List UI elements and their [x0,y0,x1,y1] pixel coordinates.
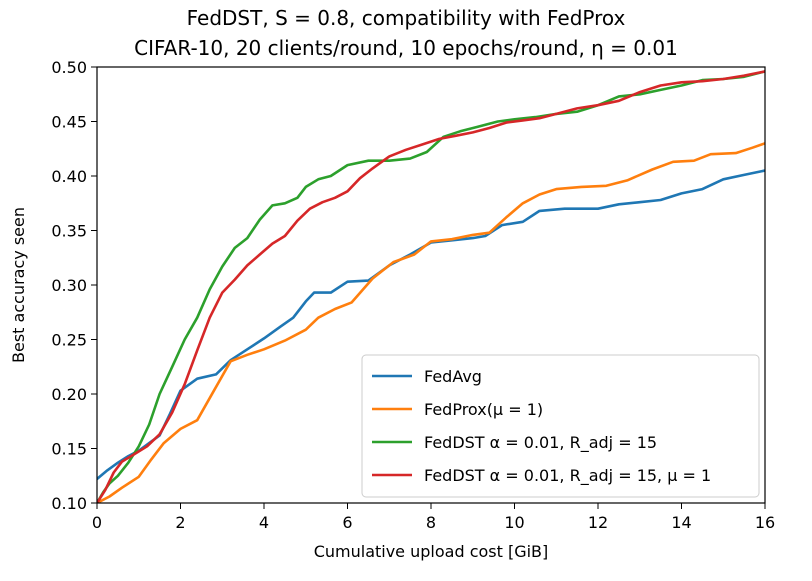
x-tick-label: 6 [342,513,352,532]
x-tick-label: 0 [92,513,102,532]
y-axis-label: Best accuracy seen [9,207,28,363]
series-line-3 [97,70,765,503]
chart-title-line-2: CIFAR-10, 20 clients/round, 10 epochs/ro… [134,36,678,60]
legend-label: FedDST α = 0.01, R_adj = 15, μ = 1 [424,466,711,486]
legend: FedAvg FedProx(μ = 1) FedDST α = 0.01, R_a… [361,354,760,498]
series-line-4 [97,70,765,503]
x-tick-label: 16 [755,513,775,532]
legend-label: FedDST α = 0.01, R_adj = 15 [424,433,657,453]
tick-marks [91,66,766,509]
y-tick-label: 0.15 [51,440,87,459]
legend-label: FedProx(μ = 1) [424,400,543,419]
y-tick-label: 0.40 [51,167,87,186]
y-tick-label: 0.50 [51,58,87,77]
y-tick-label: 0.30 [51,276,87,295]
chart-title-line-1: FedDST, S = 0.8, compatibility with FedP… [186,6,626,30]
x-tick-label: 2 [175,513,185,532]
y-tick-label: 0.35 [51,222,87,241]
series-lines [97,70,765,503]
tick-labels: 0 2 4 6 8 10 12 14 16 0.10 0.15 0.20 0.25 0.30 0.35 0.4… [51,58,775,532]
x-tick-label: 8 [426,513,436,532]
x-tick-label: 10 [504,513,524,532]
y-tick-label: 0.25 [51,331,87,350]
legend-label: FedAvg [424,367,482,386]
x-tick-label: 12 [588,513,608,532]
x-tick-label: 4 [259,513,269,532]
legend-box [361,354,760,498]
series-line-2 [97,142,765,503]
x-tick-label: 14 [671,513,691,532]
y-tick-label: 0.10 [51,494,87,513]
y-tick-label: 0.45 [51,113,87,132]
x-axis-label: Cumulative upload cost [GiB] [314,542,549,561]
y-tick-label: 0.20 [51,385,87,404]
